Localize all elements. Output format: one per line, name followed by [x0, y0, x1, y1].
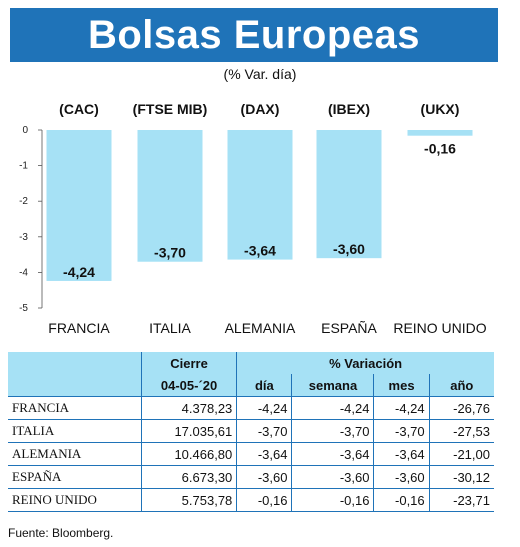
table-row: REINO UNIDO 5.753,78 -0,16 -0,16 -0,16 -…	[8, 488, 494, 512]
header-semana: semana	[291, 374, 374, 397]
cell-semana: -3,60	[291, 465, 374, 489]
bar-code-label: (CAC)	[59, 101, 99, 117]
bar-code-label: (UKX)	[421, 101, 460, 117]
category-label: REINO UNIDO	[393, 320, 486, 336]
cell-dia: -0,16	[236, 488, 292, 512]
category-label: FRANCIA	[48, 320, 110, 336]
cell-ano: -21,00	[428, 442, 494, 466]
bar	[407, 130, 473, 136]
cell-dia: -3,70	[236, 419, 292, 443]
row-name: ALEMANIA	[8, 442, 142, 466]
table-header-blank-2	[8, 374, 142, 397]
bar	[137, 130, 203, 262]
table-row: ESPAÑA 6.673,30 -3,60 -3,60 -3,60 -30,12	[8, 465, 494, 489]
cell-semana: -4,24	[291, 396, 374, 420]
cell-ano: -23,71	[428, 488, 494, 512]
bar-value-label: -3,70	[154, 245, 186, 261]
y-tick-label: -5	[19, 303, 28, 314]
y-tick-label: -2	[19, 196, 28, 207]
row-name: ESPAÑA	[8, 465, 142, 489]
row-name: FRANCIA	[8, 396, 142, 420]
bar-code-label: (FTSE MIB)	[133, 101, 208, 117]
cell-cierre: 4.378,23	[140, 396, 237, 420]
table-row: ALEMANIA 10.466,80 -3,64 -3,64 -3,64 -21…	[8, 442, 494, 466]
cell-dia: -3,64	[236, 442, 292, 466]
header-ano: año	[428, 374, 494, 397]
bar-value-label: -3,64	[244, 243, 276, 259]
table-row: FRANCIA 4.378,23 -4,24 -4,24 -4,24 -26,7…	[8, 396, 494, 420]
cell-semana: -0,16	[291, 488, 374, 512]
bar	[46, 130, 112, 281]
cell-ano: -26,76	[428, 396, 494, 420]
bar-value-label: -3,60	[333, 241, 365, 257]
bar-code-label: (DAX)	[241, 101, 280, 117]
bar-value-label: -0,16	[424, 141, 456, 157]
cell-cierre: 17.035,61	[140, 419, 237, 443]
bar-code-label: (IBEX)	[328, 101, 370, 117]
header-mes: mes	[373, 374, 430, 397]
cell-ano: -30,12	[428, 465, 494, 489]
cell-mes: -3,70	[373, 419, 430, 443]
bar-chart: 0 -1 -2 -3 -4 -5 (CAC) -4,24 FRANCIA (FTSE MIB) -3…	[19, 101, 487, 336]
header-variacion: % Variación	[236, 352, 494, 374]
cell-cierre: 5.753,78	[140, 488, 237, 512]
cell-dia: -4,24	[236, 396, 292, 420]
cell-cierre: 6.673,30	[140, 465, 237, 489]
cell-semana: -3,70	[291, 419, 374, 443]
y-tick-label: -3	[19, 232, 28, 243]
cell-ano: -27,53	[428, 419, 494, 443]
chart-subtitle: (% Var. día)	[223, 66, 297, 82]
table-row: ITALIA 17.035,61 -3,70 -3,70 -3,70 -27,5…	[8, 419, 494, 443]
cell-mes: -4,24	[373, 396, 430, 420]
row-name: ITALIA	[8, 419, 142, 443]
category-label: ITALIA	[149, 320, 191, 336]
page-title: Bolsas Europeas	[87, 12, 421, 57]
header-cierre: Cierre	[140, 352, 237, 374]
bar	[227, 130, 293, 260]
y-tick-label: -4	[19, 267, 28, 278]
table-header-blank	[8, 352, 142, 374]
cell-mes: -3,60	[373, 465, 430, 489]
cell-semana: -3,64	[291, 442, 374, 466]
bar-value-label: -4,24	[63, 264, 95, 280]
bar	[316, 130, 382, 259]
row-name: REINO UNIDO	[8, 488, 142, 512]
category-label: ALEMANIA	[225, 320, 296, 336]
cell-mes: -0,16	[373, 488, 430, 512]
y-tick-label: 0	[22, 125, 28, 136]
title-banner: Bolsas Europeas	[10, 8, 498, 62]
index-table: Cierre % Variación 04-05-´20 día semana …	[8, 352, 494, 512]
header-date: 04-05-´20	[140, 374, 237, 397]
category-label: ESPAÑA	[321, 320, 377, 336]
cell-cierre: 10.466,80	[140, 442, 237, 466]
header-dia: día	[236, 374, 292, 397]
y-tick-label: -1	[19, 161, 28, 172]
source-note: Fuente: Bloomberg.	[8, 526, 114, 540]
cell-mes: -3,64	[373, 442, 430, 466]
cell-dia: -3,60	[236, 465, 292, 489]
